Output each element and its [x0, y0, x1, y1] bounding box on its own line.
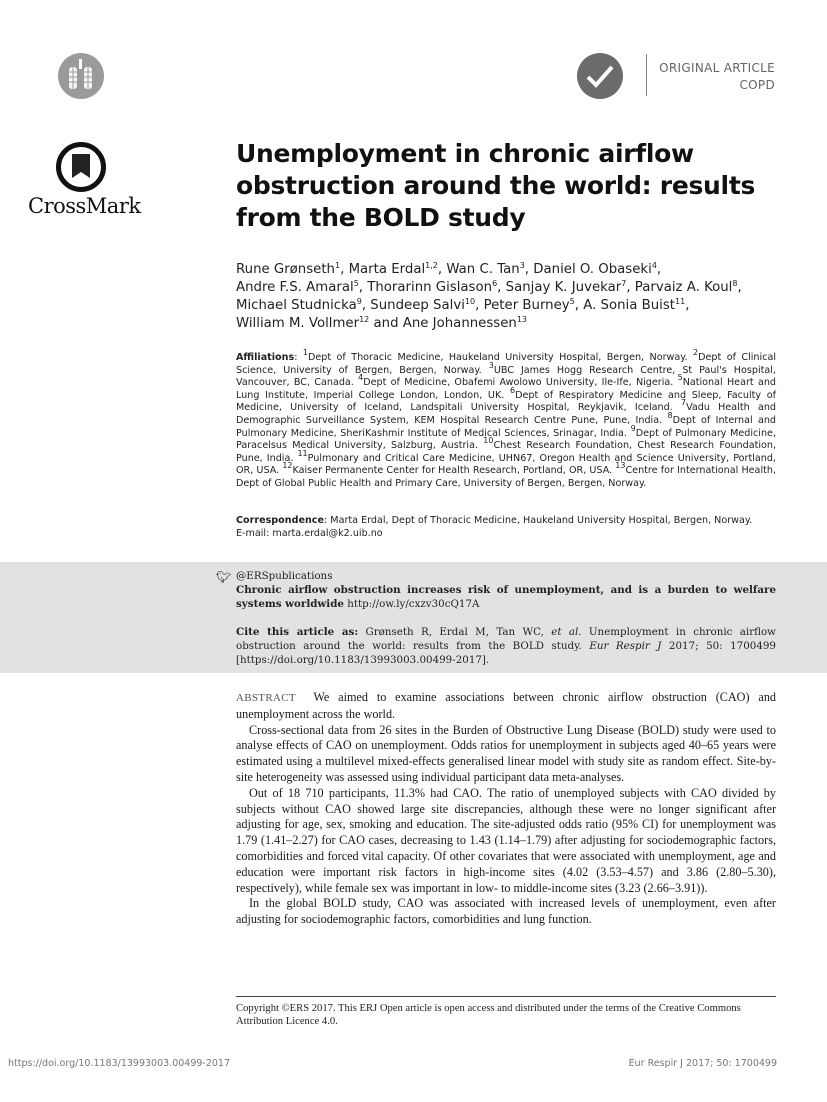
affiliation-number: 9 [630, 423, 636, 433]
article-type: ORIGINAL ARTICLE COPD [659, 60, 775, 94]
citation: Cite this article as: Grønseth R, Erdal … [236, 625, 776, 667]
author-affiliation-ref: 5 [353, 279, 359, 288]
affiliation-number: 10 [483, 436, 494, 446]
author: Marta Erdal [348, 262, 426, 277]
affiliation-number: 13 [615, 461, 626, 471]
ers-lungs-logo-icon [58, 53, 104, 99]
affiliation: Kaiser Permanente Center for Health Rese… [292, 465, 616, 477]
author-affiliation-ref: 11 [675, 297, 686, 306]
crossmark-label: CrossMark [28, 194, 141, 218]
author-affiliation-ref: 5 [569, 297, 575, 306]
checkmark-icon [577, 53, 623, 99]
abstract-paragraph: Out of 18 710 participants, 11.3% had CA… [236, 785, 776, 895]
cite-label: Cite this article as: [236, 626, 359, 638]
affiliation: Dept of Respiratory Medicine and Sleep, … [236, 389, 776, 414]
affiliation: Pulmonary and Critical Care Medicine, UH… [236, 452, 776, 477]
affiliation-number: 5 [677, 373, 683, 383]
affiliation: Dept of Pulmonary Medicine, Paracelsus M… [236, 427, 776, 452]
correspondence-label: Correspondence [236, 515, 324, 526]
author-affiliation-ref: 7 [621, 279, 627, 288]
correspondence-email[interactable]: E-mail: marta.erdal@k2.uib.no [236, 527, 383, 539]
cite-journal: Eur Respir J [589, 640, 662, 652]
author-list: Rune Grønseth1, Marta Erdal1,2, Wan C. T… [236, 261, 742, 332]
author: Michael Studnicka [236, 298, 357, 313]
author: Sundeep Salvi [370, 298, 465, 313]
author-affiliation-ref: 13 [516, 315, 527, 324]
affiliation: Dept of Clinical Science, University of … [236, 352, 776, 376]
author: Thorarinn Gislason [367, 280, 493, 295]
affiliation: Dept of Medicine, Obafemi Awolowo Univer… [363, 377, 678, 389]
author: Rune Grønseth [236, 262, 335, 277]
affiliation-number: 11 [297, 448, 308, 458]
abstract-paragraph: We aimed to examine associations between… [236, 690, 777, 721]
author-affiliation-ref: 1 [335, 261, 341, 270]
affiliation-number: 12 [282, 461, 293, 471]
author-affiliation-ref: 10 [464, 297, 476, 306]
crossmark-badge[interactable]: CrossMark [28, 142, 141, 218]
author-affiliation-ref: 8 [732, 279, 738, 288]
affiliations: Affiliations: 1Dept of Thoracic Medicine… [236, 348, 777, 489]
affiliation-number: 4 [358, 373, 364, 383]
author-affiliation-ref: 3 [519, 261, 525, 270]
cite-etal: et al [551, 626, 579, 638]
article-type-label: ORIGINAL ARTICLE [659, 61, 775, 75]
affiliation: Vadu Health and Demographic Surveillance… [236, 402, 776, 426]
affiliation: National Heart and Lung Institute, Imper… [236, 377, 776, 401]
author: William M. Vollmer [236, 316, 360, 331]
author: Daniel O. Obaseki [533, 262, 652, 277]
summary-band [0, 562, 827, 673]
affiliation-number: 8 [667, 410, 673, 420]
author: Sanjay K. Juvekar [505, 280, 622, 295]
author: Peter Burney [483, 298, 570, 313]
twitter-handle[interactable]: @ERSpublications [236, 570, 333, 582]
affiliation-number: 3 [488, 360, 494, 370]
affiliation: Centre for International Health, Dept of… [236, 465, 776, 489]
affiliation-number: 1 [302, 348, 308, 357]
header-divider [646, 54, 647, 96]
abstract-paragraph: Cross-sectional data from 26 sites in th… [236, 722, 776, 784]
author-affiliation-ref: 6 [492, 279, 498, 288]
affiliation: Dept of Internal and Pulmonary Medicine,… [236, 414, 777, 439]
correspondence: Correspondence: Marta Erdal, Dept of Tho… [236, 515, 753, 539]
author-affiliation-ref: 9 [356, 297, 362, 306]
author: Parvaiz A. Koul [634, 280, 733, 295]
affiliation: Chest Research Foundation, Chest Researc… [236, 440, 776, 464]
cite-title: . Unemployment in chronic airflow obstru… [236, 626, 776, 652]
tweet-text: Chronic airflow obstruction increases ri… [236, 584, 776, 610]
author-affiliation-ref: 4 [651, 261, 657, 270]
twitter-bird-icon: 🐦︎ [216, 570, 232, 584]
footnote-rule [236, 996, 776, 997]
affiliation: Dept of Thoracic Medicine, Haukeland Uni… [307, 352, 694, 363]
cite-authors: Grønseth R, Erdal M, Tan WC, [365, 626, 552, 638]
tweet-link[interactable]: http://ow.ly/cxzv30cQ17A [347, 598, 480, 610]
copyright-notice: Copyright ©ERS 2017. This ERJ Open artic… [236, 1003, 741, 1027]
affiliation-number: 6 [509, 385, 516, 395]
affiliations-label: Affiliations [236, 352, 295, 363]
abstract-label: ABSTRACT [236, 692, 296, 704]
affiliation-number: 7 [680, 398, 687, 408]
crossmark-icon [56, 142, 106, 192]
author-affiliation-ref: 12 [359, 315, 370, 324]
article-category: COPD [739, 78, 775, 92]
cite-rest: 2017; 50: 1700499 [https://doi.org/10.11… [236, 640, 776, 666]
author: Wan C. Tan [446, 262, 520, 277]
author: A. Sonia Buist [583, 298, 675, 313]
footer-journal: Eur Respir J 2017; 50: 1700499 [628, 1058, 777, 1069]
footer-doi[interactable]: https://doi.org/10.1183/13993003.00499-2… [8, 1058, 231, 1069]
affiliation: UBC James Hogg Research Centre, St Paul'… [236, 364, 776, 389]
affiliation-number: 2 [693, 348, 699, 357]
abstract: ABSTRACT We aimed to examine association… [236, 690, 776, 928]
tweet-summary: 🐦︎ @ERSpublications Chronic airflow obst… [216, 569, 776, 611]
abstract-paragraph: In the global BOLD study, CAO was associ… [236, 896, 776, 927]
article-title: Unemployment in chronic airflow obstruct… [236, 139, 756, 232]
author: Ane Johannessen [402, 316, 517, 331]
author: Andre F.S. Amaral [236, 280, 354, 295]
author-affiliation-ref: 1,2 [425, 261, 438, 270]
correspondence-text: Marta Erdal, Dept of Thoracic Medicine, … [330, 515, 753, 526]
